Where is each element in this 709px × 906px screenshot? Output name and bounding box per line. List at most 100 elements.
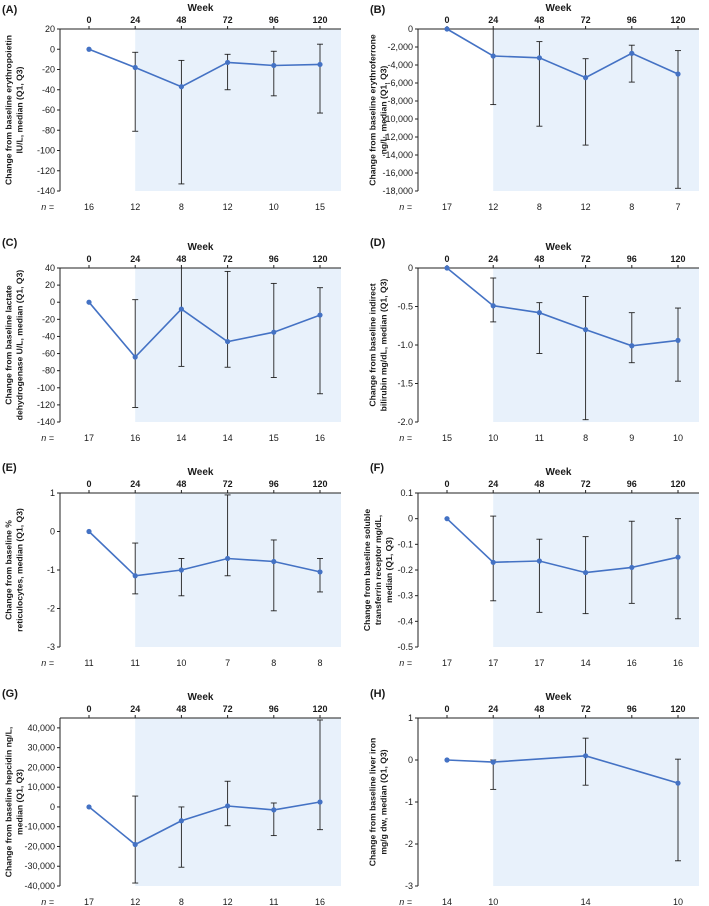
treatment-period-shade (493, 29, 699, 191)
y-tick-label: -0.4 (397, 616, 413, 626)
median-point (675, 780, 681, 786)
median-point (132, 64, 138, 71)
median-point (317, 61, 323, 68)
y-tick-label: 10,000 (27, 782, 55, 792)
panel-label: (A) (2, 4, 18, 16)
n-count: 10 (488, 897, 498, 906)
n-count: 17 (442, 658, 452, 668)
y-tick-label: -10,000 (24, 822, 55, 832)
median-point (317, 312, 323, 318)
n-count: 8 (537, 202, 542, 212)
treatment-period-shade (135, 268, 341, 422)
x-tick-label: 48 (534, 15, 544, 25)
x-tick-label: 120 (670, 254, 685, 264)
n-count: 11 (535, 433, 544, 443)
median-point (86, 804, 92, 810)
y-tick-label: -14,000 (382, 150, 413, 160)
x-tick-label: 96 (627, 479, 637, 489)
n-count: 12 (581, 202, 591, 212)
y-tick-label: -6,000 (387, 78, 413, 88)
median-point (444, 516, 450, 522)
median-point (490, 303, 496, 309)
x-tick-label: 24 (488, 15, 498, 25)
x-axis-title: Week (188, 3, 214, 14)
x-axis-title: Week (546, 467, 572, 478)
panel-label: (G) (2, 688, 18, 700)
x-tick-label: 24 (488, 704, 498, 714)
y-tick-label: 20,000 (27, 762, 55, 772)
n-count: 16 (673, 658, 683, 668)
chart-panel-6: 0 24 48 72 96 120 Week 0.1 0 -0.1 -0.2 -0.3 -0.4 -0.5… (362, 462, 699, 668)
y-tick-label: -3 (405, 881, 413, 891)
median-point (675, 554, 681, 560)
median-point (317, 569, 323, 575)
y-axis-title: Change from baseline erythropoietinIU/L,… (4, 35, 25, 185)
median-point (178, 818, 184, 824)
y-tick-label: 40,000 (27, 723, 55, 733)
y-tick-label: 0 (408, 514, 413, 524)
y-tick-label: 0 (50, 44, 55, 54)
y-tick-label: -2,000 (387, 42, 413, 52)
y-axis-title-line: Change from baseline soluble (362, 509, 372, 631)
median-point (132, 354, 138, 360)
median-point (132, 841, 138, 848)
x-tick-label: 120 (670, 479, 685, 489)
x-tick-label: 120 (312, 704, 327, 714)
n-count: 15 (269, 433, 279, 443)
x-tick-label: 96 (269, 479, 279, 489)
y-axis-title-line: median (Q1, Q3) (15, 769, 25, 835)
n-count: 14 (581, 897, 591, 906)
x-tick-label: 72 (581, 479, 591, 489)
y-tick-label: 20 (45, 280, 55, 290)
y-tick-label: -40 (42, 331, 55, 341)
y-axis-title-line: Change from baseline erythropoietin (4, 35, 14, 185)
y-axis-title-line: mg/g dw, median (Q1, Q3) (379, 749, 389, 854)
median-point (271, 62, 277, 69)
y-tick-label: -20 (42, 65, 55, 75)
n-count: 14 (442, 897, 452, 906)
n-count: 17 (84, 897, 94, 906)
y-tick-label: 30,000 (27, 743, 55, 753)
x-tick-label: 0 (86, 254, 91, 264)
y-tick-label: -0.5 (397, 642, 413, 652)
n-count: 14 (176, 433, 186, 443)
x-tick-label: 96 (627, 15, 637, 25)
n-count: 16 (84, 202, 94, 212)
x-axis-title: Week (188, 467, 214, 478)
n-row-label: n = (41, 897, 54, 906)
n-row-label: n = (399, 658, 412, 668)
n-count: 8 (179, 202, 184, 212)
y-tick-label: -100 (37, 383, 55, 393)
median-point (225, 555, 231, 562)
n-row-label: n = (41, 658, 54, 668)
x-tick-label: 96 (627, 254, 637, 264)
n-count: 11 (84, 658, 93, 668)
x-tick-label: 24 (130, 704, 140, 714)
panel-label: (D) (370, 237, 386, 249)
median-point (271, 807, 277, 813)
median-point (583, 569, 589, 576)
panel-label: (B) (370, 4, 386, 16)
y-axis-title: Change from baseline liver ironmg/g dw, … (368, 738, 389, 866)
panel-label: (E) (2, 462, 17, 474)
treatment-period-shade (493, 718, 699, 886)
median-point (271, 329, 277, 335)
y-tick-label: -20,000 (24, 841, 55, 851)
y-axis-title-line: median (Q1, Q3) (384, 537, 394, 603)
y-tick-label: -1.5 (397, 379, 413, 389)
x-tick-label: 24 (488, 479, 498, 489)
x-tick-label: 72 (223, 704, 233, 714)
panel-label: (F) (370, 462, 384, 474)
n-count: 10 (176, 658, 186, 668)
y-tick-label: 20 (45, 24, 55, 34)
y-axis-title: Change from baseline solubletransferrin … (362, 509, 394, 631)
n-count: 14 (223, 433, 233, 443)
y-tick-label: -2 (47, 604, 55, 614)
n-row-label: n = (399, 433, 412, 443)
y-tick-label: -1.0 (397, 340, 413, 350)
x-tick-label: 0 (86, 479, 91, 489)
n-count: 9 (629, 433, 634, 443)
y-tick-label: 0.1 (400, 488, 413, 498)
median-point (225, 803, 231, 809)
x-tick-label: 48 (176, 15, 186, 25)
